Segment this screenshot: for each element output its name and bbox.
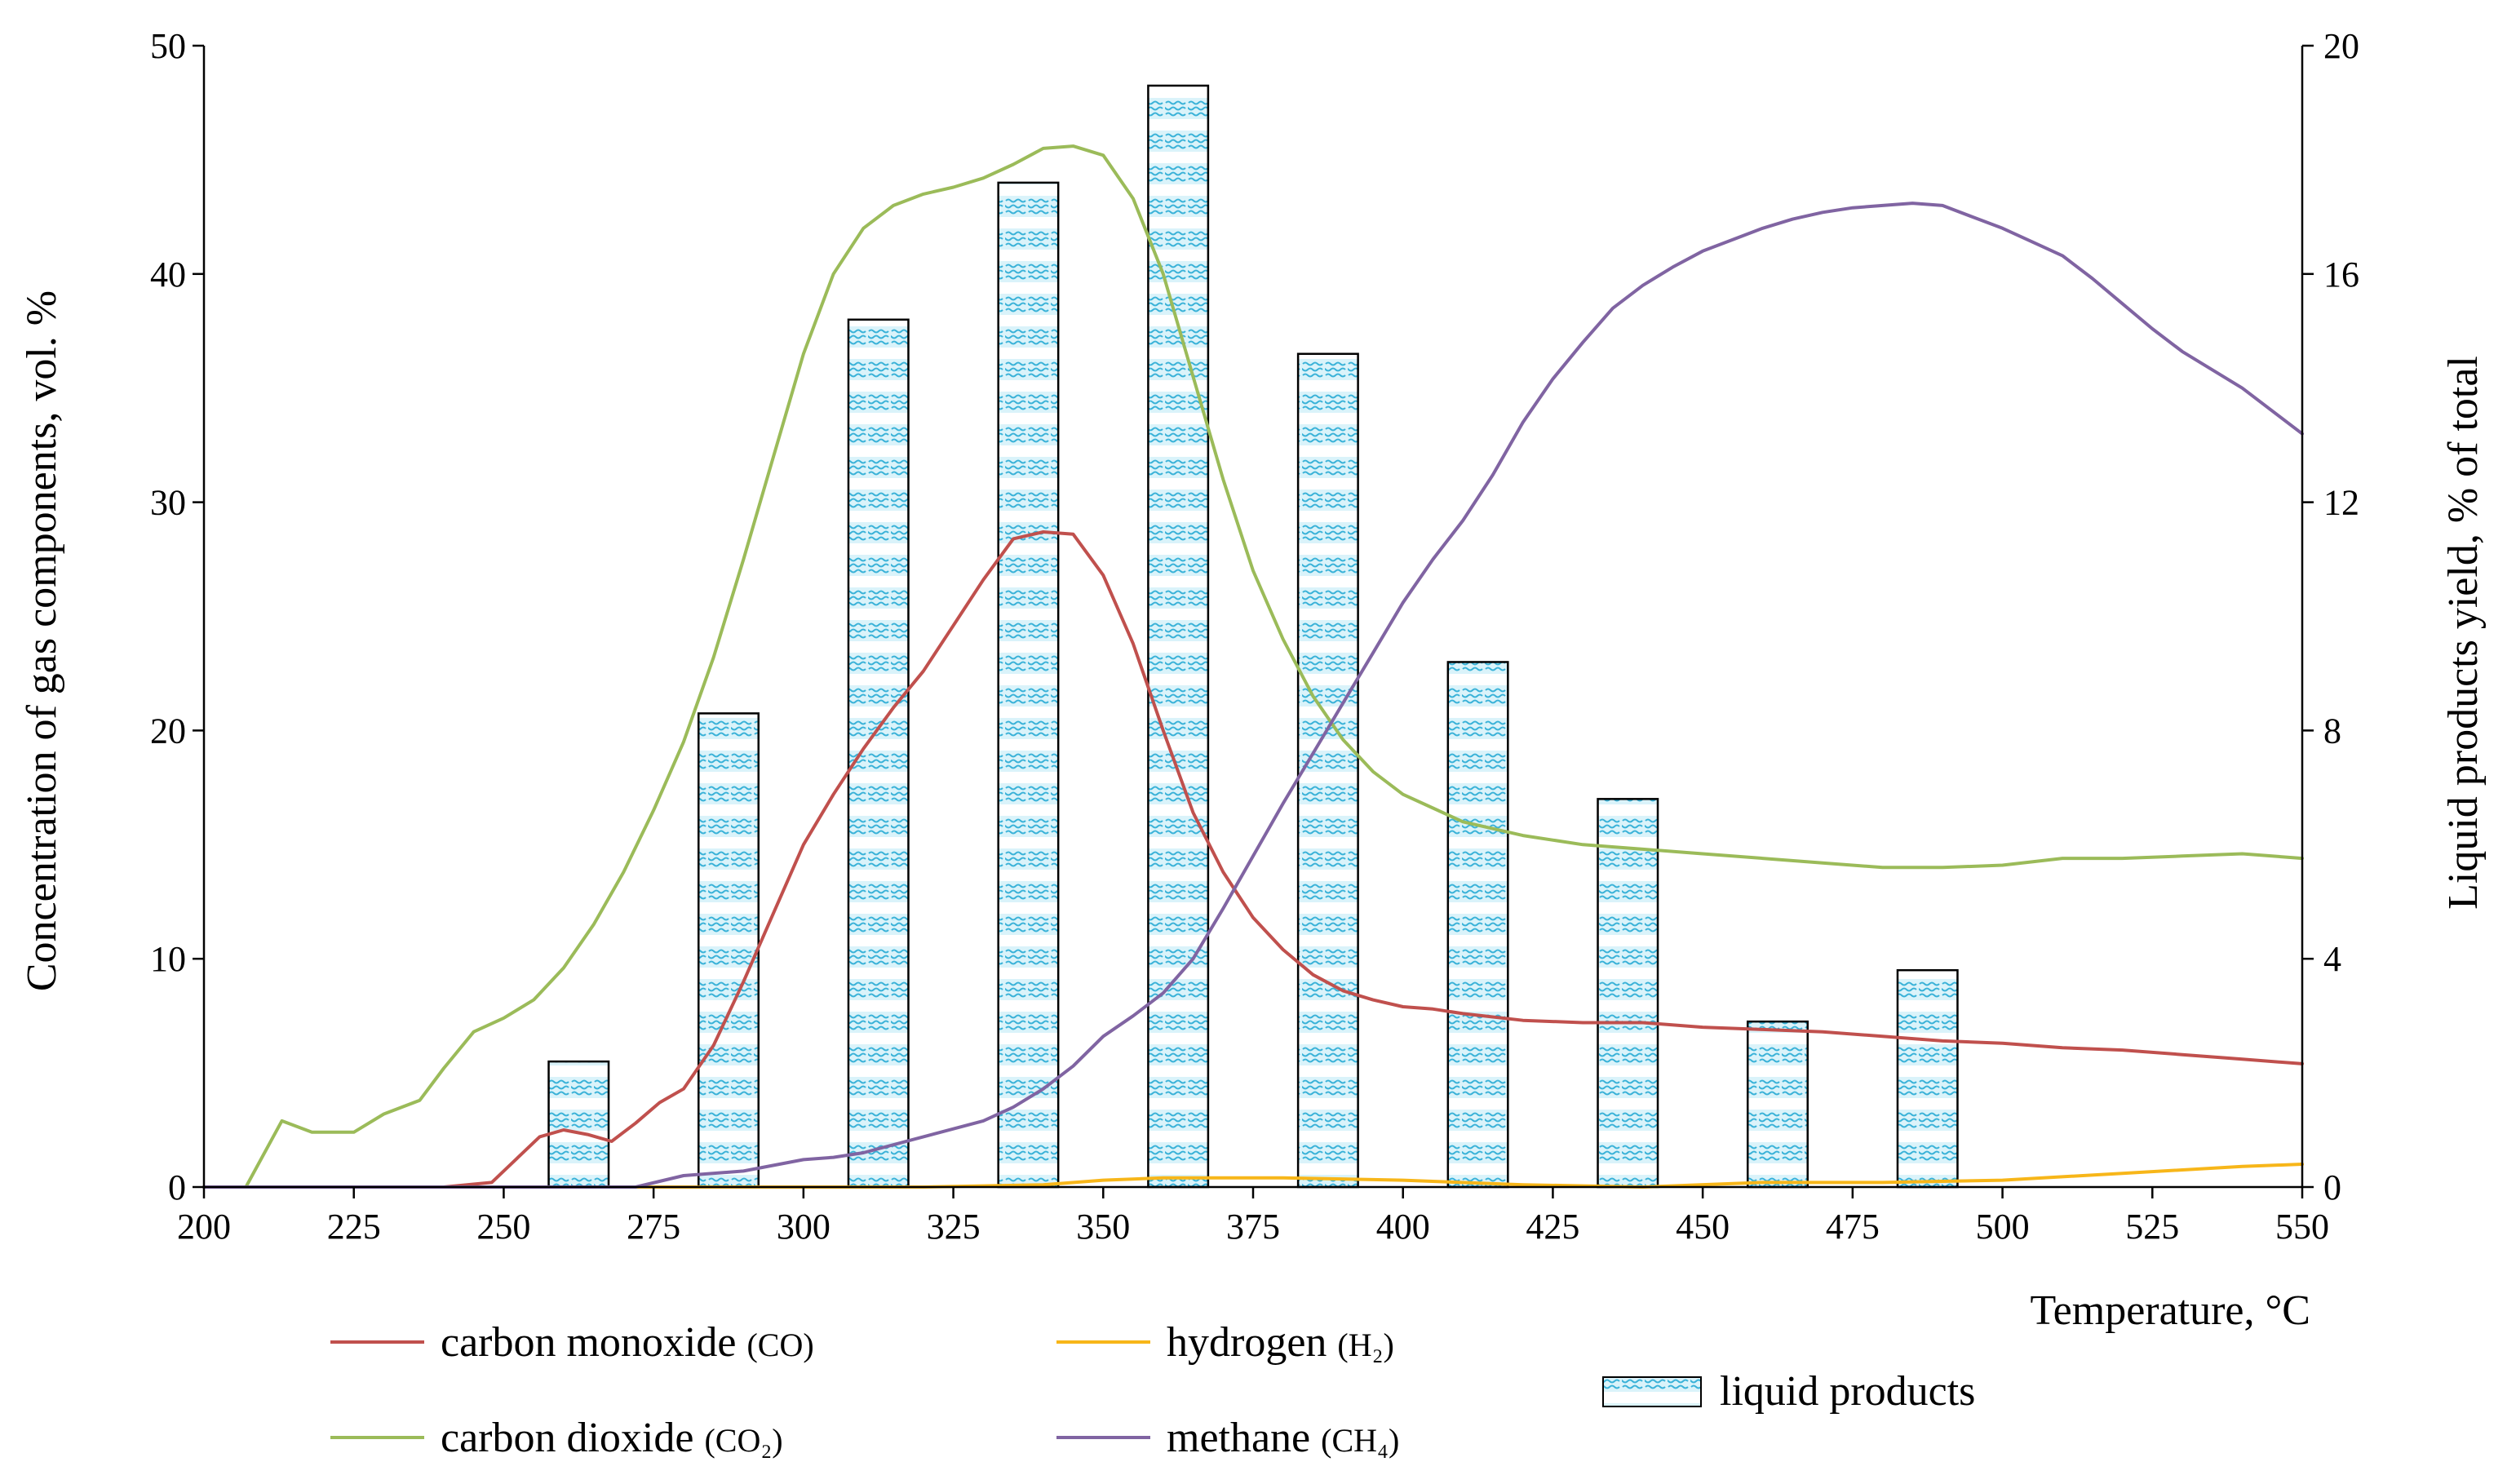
bar-liquid-products bbox=[1147, 84, 1210, 1189]
line-hydrogen bbox=[202, 1163, 2304, 1189]
bar-liquid-products bbox=[1446, 661, 1509, 1189]
legend-item-liquid: liquid products bbox=[1602, 1368, 1975, 1415]
x-tick-label: 325 bbox=[927, 1207, 981, 1247]
line-methane bbox=[202, 202, 2304, 1189]
line-carbon-monoxide bbox=[202, 530, 2304, 1189]
x-tick-label: 200 bbox=[177, 1207, 231, 1247]
y-right-tick-label: 0 bbox=[2323, 1167, 2341, 1207]
x-tick-label: 250 bbox=[476, 1207, 530, 1247]
bar-liquid-products bbox=[1896, 968, 1959, 1189]
x-tick-label: 350 bbox=[1076, 1207, 1130, 1247]
x-tick-label: 500 bbox=[1976, 1207, 2030, 1247]
x-axis-title: Temperature, °C bbox=[2031, 1287, 2310, 1334]
y-left-tick-label: 20 bbox=[150, 711, 186, 751]
y-left-tick-label: 0 bbox=[168, 1167, 186, 1207]
axes bbox=[193, 44, 2314, 1198]
x-tick-label: 425 bbox=[1526, 1207, 1579, 1247]
y-right-axis-title: Liquid products yield, % of total bbox=[2440, 356, 2487, 910]
y-right-tick-label: 4 bbox=[2323, 939, 2341, 979]
legend-item-co: carbon monoxide (CO) bbox=[330, 1319, 814, 1366]
y-right-tick-label: 12 bbox=[2323, 483, 2359, 523]
legend-item-h2: hydrogen (H₂) bbox=[1056, 1319, 1394, 1366]
bar-liquid-products bbox=[1747, 1020, 1809, 1189]
y-right-tick-label: 16 bbox=[2323, 255, 2359, 295]
y-left-axis-title: Concentration of gas components, vol. % bbox=[19, 290, 65, 991]
legend-item-co2: carbon dioxide (CO₂) bbox=[330, 1415, 783, 1461]
y-left-tick-label: 10 bbox=[150, 939, 186, 979]
x-tick-label: 450 bbox=[1676, 1207, 1730, 1247]
x-tick-label: 275 bbox=[627, 1207, 680, 1247]
line-carbon-dioxide bbox=[202, 144, 2304, 1189]
legend-swatch-liquid bbox=[1602, 1376, 1702, 1407]
y-left-tick-label: 30 bbox=[150, 483, 186, 523]
legend-label-h2: hydrogen (H₂) bbox=[1167, 1319, 1394, 1366]
bar-liquid-products bbox=[1296, 352, 1359, 1189]
x-tick-label: 400 bbox=[1376, 1207, 1430, 1247]
bar-liquid-products bbox=[997, 181, 1060, 1189]
bar-liquid-products bbox=[1597, 798, 1659, 1189]
legend-item-ch4: methane (CH₄) bbox=[1056, 1415, 1399, 1461]
x-tick-label: 550 bbox=[2275, 1207, 2329, 1247]
y-right-tick-label: 8 bbox=[2323, 711, 2341, 751]
x-tick-label: 375 bbox=[1226, 1207, 1280, 1247]
x-tick-label: 475 bbox=[1826, 1207, 1880, 1247]
y-right-tick-label: 20 bbox=[2323, 26, 2359, 66]
bar-liquid-products bbox=[698, 712, 760, 1189]
legend-label-co: carbon monoxide (CO) bbox=[441, 1319, 814, 1366]
x-tick-label: 300 bbox=[777, 1207, 830, 1247]
bar-liquid-products bbox=[547, 1060, 610, 1189]
legend-label-ch4: methane (CH₄) bbox=[1167, 1415, 1399, 1461]
liquid-products-bars bbox=[547, 84, 1959, 1189]
x-tick-label: 525 bbox=[2125, 1207, 2179, 1247]
y-left-tick-label: 50 bbox=[150, 26, 186, 66]
legend: carbon monoxide (CO) carbon dioxide (CO₂… bbox=[330, 1319, 1975, 1461]
gas-lines bbox=[202, 144, 2304, 1189]
legend-label-liquid: liquid products bbox=[1720, 1368, 1975, 1415]
legend-label-co2: carbon dioxide (CO₂) bbox=[441, 1415, 783, 1461]
tick-labels: 200 225 250 275 300 325 350 375 400 425 450 475 500 5… bbox=[150, 26, 2359, 1247]
bar-liquid-products bbox=[847, 318, 910, 1189]
x-tick-label: 225 bbox=[327, 1207, 381, 1247]
y-left-tick-label: 40 bbox=[150, 255, 186, 295]
